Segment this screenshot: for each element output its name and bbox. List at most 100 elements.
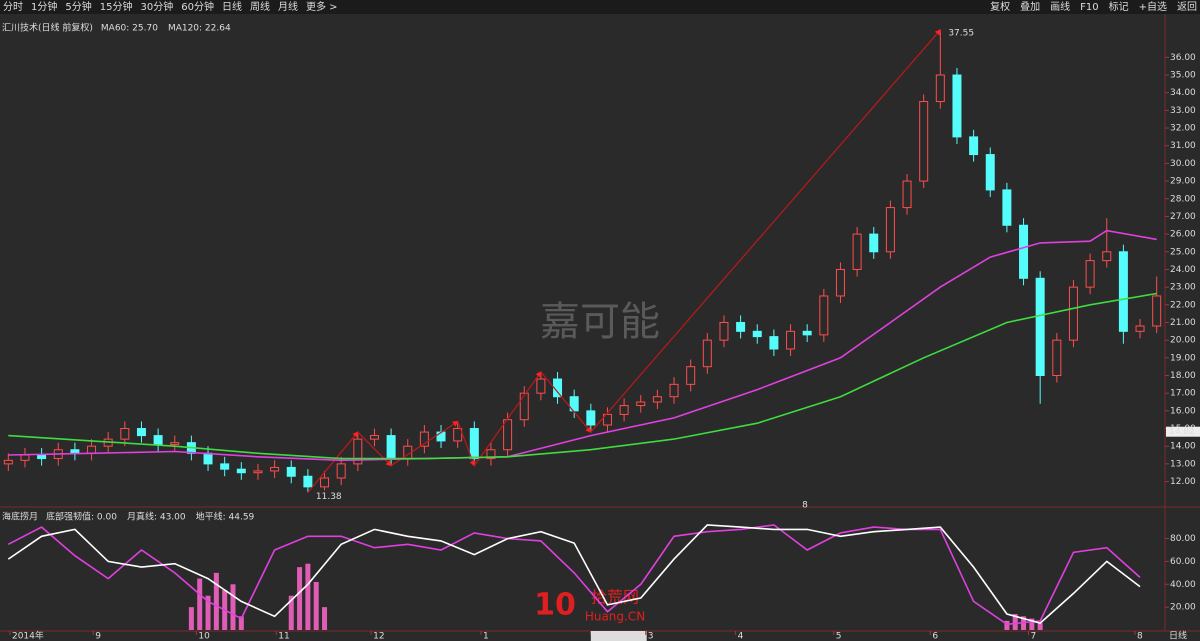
candle-body (652, 396, 662, 403)
toolbar-button[interactable]: 15分钟 (100, 0, 133, 13)
histogram-bar (213, 572, 219, 630)
logo-mark: 10 (534, 588, 576, 623)
x-tick-label: 9 (95, 632, 101, 641)
candle-body (1085, 260, 1095, 288)
y-tick-label: 18.00 (1170, 371, 1196, 381)
candle-body (752, 330, 762, 338)
candle-body (469, 428, 479, 460)
toolbar-button[interactable]: 30分钟 (140, 0, 173, 13)
y-tick-label: 40.00 (1170, 580, 1196, 590)
candle-body (786, 330, 796, 350)
candle-body (1102, 251, 1112, 262)
candle-body (985, 154, 995, 191)
marker: 8 (802, 501, 808, 511)
candle-body (969, 136, 979, 156)
candle-body (919, 101, 929, 182)
y-tick-label: 27.00 (1170, 212, 1196, 222)
toolbar-button[interactable]: 月线 (278, 0, 298, 13)
toolbar-button[interactable]: 分时 (3, 1, 23, 13)
histogram-bar (1037, 623, 1043, 630)
trend-arrow (540, 371, 592, 433)
y-tick-label: 16.00 (1170, 406, 1196, 416)
histogram-bar (230, 584, 236, 630)
toolbar-button[interactable]: 画线 (1050, 0, 1070, 13)
x-tick-label: 12 (373, 632, 384, 641)
candle-body (1068, 286, 1078, 341)
y-tick-label: 31.00 (1170, 141, 1196, 151)
legend-entry: 月真线: 43.00 (127, 511, 186, 523)
candle-body (286, 466, 296, 477)
histogram-bar (322, 607, 328, 630)
histogram-bar (313, 582, 319, 630)
histogram-bar (197, 578, 203, 630)
candle-body (1019, 224, 1029, 279)
candle-body (519, 392, 529, 421)
y-tick-label: 14.00 (1170, 442, 1196, 452)
candle-body (769, 336, 779, 350)
candle-body (802, 330, 812, 336)
candle-body (719, 321, 729, 341)
chart-title: 汇川技术(日线 前复权) (2, 22, 93, 34)
x-tick-label: 2015/02/02 (593, 632, 645, 641)
candle-body (419, 431, 429, 447)
x-tick-label: 7 (1031, 632, 1037, 641)
y-tick-label: 19.00 (1170, 353, 1196, 363)
candle-body (1002, 189, 1012, 226)
candle-body (636, 401, 646, 407)
histogram-bar (205, 595, 211, 630)
logo: 10 拾荒网 Huang.CN (534, 588, 645, 624)
y-tick-label: 33.00 (1170, 106, 1196, 116)
y-tick-label: 34.00 (1170, 88, 1196, 98)
y-tick-label: 36.00 (1170, 53, 1196, 63)
y-tick-label: 28.00 (1170, 194, 1196, 204)
candle-body (503, 419, 513, 451)
series-line (8, 292, 1157, 460)
toolbar-button[interactable]: F10 (1080, 2, 1098, 13)
x-tick-label: 11 (278, 632, 289, 641)
toolbar-button[interactable]: 日线 (222, 0, 242, 13)
candle-body (37, 454, 47, 460)
toolbar-button[interactable]: 更多 > (306, 0, 338, 13)
candle-body (1118, 251, 1128, 332)
histogram-bar (188, 607, 194, 630)
toolbar-button[interactable]: 60分钟 (181, 0, 214, 13)
period-label: 日线 (1169, 630, 1187, 641)
legend-entry: 底部强韧值: 0.00 (46, 511, 117, 523)
candle-body (220, 463, 230, 470)
x-tick-label: 4 (738, 632, 744, 641)
y-tick-label: 29.00 (1170, 177, 1196, 187)
y-tick-label: 25.00 (1170, 247, 1196, 257)
candle-body (536, 378, 546, 394)
y-tick-label: 21.00 (1170, 318, 1196, 328)
histogram-bar (238, 616, 244, 630)
series-line (7, 524, 1141, 624)
candle-body (303, 475, 313, 488)
watermark: 嘉可能 (540, 299, 660, 345)
toolbar-button[interactable]: 5分钟 (65, 0, 91, 13)
toolbar-button[interactable]: 1分钟 (31, 0, 57, 13)
toolbar (0, 0, 1200, 14)
candle-body (153, 435, 163, 445)
y-tick-label: 17.00 (1170, 389, 1196, 399)
y-tick-label: 30.00 (1170, 159, 1196, 169)
histogram-bar (1012, 614, 1018, 630)
toolbar-button[interactable]: 复权 (990, 0, 1010, 13)
candle-body (885, 207, 895, 253)
candle-body (1035, 277, 1045, 377)
toolbar-button[interactable]: 周线 (250, 0, 270, 13)
candle-body (852, 233, 862, 270)
candle-body (70, 449, 80, 454)
candle-body (686, 366, 696, 385)
chart-title: 海底捞月 (2, 511, 38, 523)
toolbar-button[interactable]: 叠加 (1020, 1, 1040, 13)
candle-body (1152, 295, 1162, 327)
candle-body (935, 74, 945, 103)
toolbar-button[interactable]: 返回 (1177, 1, 1197, 13)
toolbar-button[interactable]: 标记 (1109, 1, 1129, 13)
y-tick-label: 60.00 (1170, 557, 1196, 567)
candle-body (736, 321, 746, 332)
toolbar-button[interactable]: +自选 (1139, 0, 1167, 13)
